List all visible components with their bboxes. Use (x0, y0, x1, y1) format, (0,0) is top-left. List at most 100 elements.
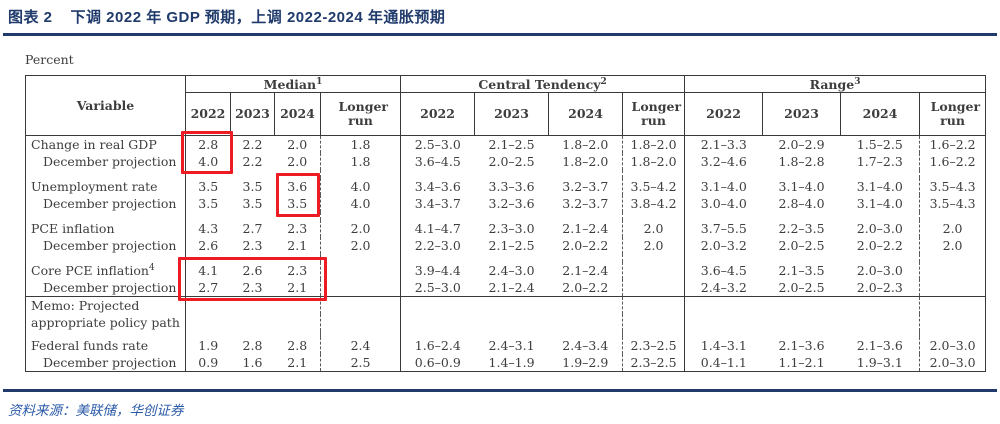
value-cell: 2.0 (622, 220, 685, 237)
spacer-cell (684, 212, 763, 220)
value-cell: 3.1–4.0 (856, 195, 903, 211)
value-cell: 3.4–3.7 (400, 195, 475, 212)
value-cell (319, 262, 401, 279)
table-row: December projection 4.0 2.2 2.0 1.8 3.6–4.5 2.… (26, 153, 986, 170)
highlight-box-unemployment-2024-median (276, 173, 320, 217)
spacer-cell (622, 331, 685, 337)
spacer-cell (400, 170, 475, 178)
value-cell: 1.5–2.5 (856, 136, 903, 152)
spacer-cell (26, 254, 186, 262)
row-label: Federal funds rate (31, 337, 149, 353)
group-label: Central Tendency (478, 76, 601, 92)
year-header: 2023 (230, 92, 275, 136)
spacer-cell (549, 170, 623, 178)
value-cell: 4.0 (319, 195, 401, 212)
value-cell: 2.0–3.0 (856, 220, 903, 236)
value-cell: 2.0 (919, 220, 986, 237)
value-cell: 2.1 (287, 237, 308, 253)
value-cell (275, 314, 321, 331)
spacer-cell (26, 212, 186, 220)
table-row: Unemployment rate 3.5 3.5 3.6 4.0 3.4–3.6 3.3–… (26, 178, 986, 195)
group-header-range: Range3 (684, 75, 986, 93)
row-label: Change in real GDP (31, 136, 157, 152)
value-cell: 2.0 (919, 237, 986, 254)
spacer-cell (684, 170, 763, 178)
spacer-row (26, 331, 986, 337)
value-cell: 2.5–3.0 (400, 135, 475, 153)
value-cell: 1.6–2.2 (919, 135, 986, 153)
spacer-cell (919, 331, 986, 337)
longer-run-label: Longer run (338, 98, 389, 128)
spacer-cell (622, 212, 685, 220)
spacer-cell (841, 212, 920, 220)
value-cell: 4.1 (185, 262, 231, 279)
year-header: 2022 (185, 92, 231, 136)
spacer-cell (400, 212, 475, 220)
longer-run-label: Longer run (930, 98, 981, 128)
footer-divider-line (3, 389, 997, 392)
value-cell: 2.7 (242, 220, 263, 236)
row-label: PCE inflation (31, 220, 115, 236)
value-cell: 2.0–2.2 (856, 237, 903, 253)
value-cell: 3.5 (242, 195, 263, 211)
row-label: appropriate policy path (31, 314, 180, 330)
value-cell (400, 314, 475, 331)
value-cell: 2.8 (185, 135, 231, 153)
spacer-cell (684, 331, 763, 337)
figure-title: 图表 2 下调 2022 年 GDP 预期，上调 2022-2024 年通胀预期 (8, 6, 445, 27)
value-cell: 2.4 (319, 337, 401, 354)
spacer-row (26, 212, 986, 220)
value-cell: 2.0–3.0 (919, 337, 986, 354)
value-cell: 3.2–3.6 (488, 195, 535, 211)
value-cell (840, 296, 920, 314)
spacer-cell (475, 170, 549, 178)
value-cell: 3.5–4.3 (919, 178, 986, 195)
value-cell: 2.0–2.2 (562, 279, 609, 295)
value-cell: 2.1 (287, 279, 308, 295)
value-cell: 1.8–2.0 (622, 153, 685, 170)
value-cell (919, 314, 986, 331)
value-cell: 3.5–4.2 (622, 178, 685, 195)
spacer-cell (841, 254, 920, 262)
value-cell: 3.2–3.7 (562, 195, 609, 211)
footnote-marker: 2 (600, 76, 607, 87)
spacer-cell (919, 170, 986, 178)
value-cell (841, 314, 920, 331)
spacer-cell (231, 170, 275, 178)
value-cell (549, 314, 623, 331)
value-cell: 2.1–3.6 (856, 337, 903, 353)
value-cell: 3.1–4.0 (684, 178, 763, 195)
group-header-row: Variable Median1 Central Tendency2 Range… (25, 75, 986, 136)
spacer-cell (763, 254, 841, 262)
value-cell: 3.5–4.3 (919, 195, 986, 212)
value-cell: 2.0–2.5 (488, 153, 535, 169)
value-cell: 2.1–2.5 (488, 136, 535, 152)
value-cell: 2.4–3.1 (488, 337, 535, 353)
group-label: Range (809, 76, 855, 92)
value-cell (622, 262, 685, 279)
spacer-cell (319, 212, 401, 220)
spacer-cell (841, 170, 920, 178)
year-header: 2023 (474, 92, 549, 136)
value-cell: 2.5 (319, 354, 401, 372)
row-label: Core PCE inflation4 (31, 262, 155, 278)
value-cell (548, 296, 623, 314)
value-cell: 2.3–2.5 (622, 354, 685, 372)
value-cell (919, 279, 986, 297)
value-cell (622, 314, 685, 331)
footnote-marker: 1 (316, 76, 323, 87)
value-cell: 2.1–3.5 (778, 262, 825, 278)
value-cell: 1.4–3.1 (684, 337, 763, 354)
group-header-central-tendency: Central Tendency2 (400, 75, 685, 93)
value-cell: 2.0–2.2 (562, 237, 609, 253)
value-cell: 2.0 (287, 153, 308, 169)
value-cell: 2.1–2.4 (562, 220, 609, 236)
value-cell: 2.3 (287, 262, 308, 278)
value-cell: 2.3–2.5 (622, 337, 685, 354)
projections-table: Variable Median1 Central Tendency2 Range… (25, 75, 987, 372)
value-cell: 4.0 (185, 153, 231, 170)
value-cell: 2.0–3.0 (919, 354, 986, 372)
value-cell: 1.6 (242, 354, 263, 370)
value-cell: 3.1–4.0 (856, 178, 903, 194)
spacer-cell (475, 212, 549, 220)
